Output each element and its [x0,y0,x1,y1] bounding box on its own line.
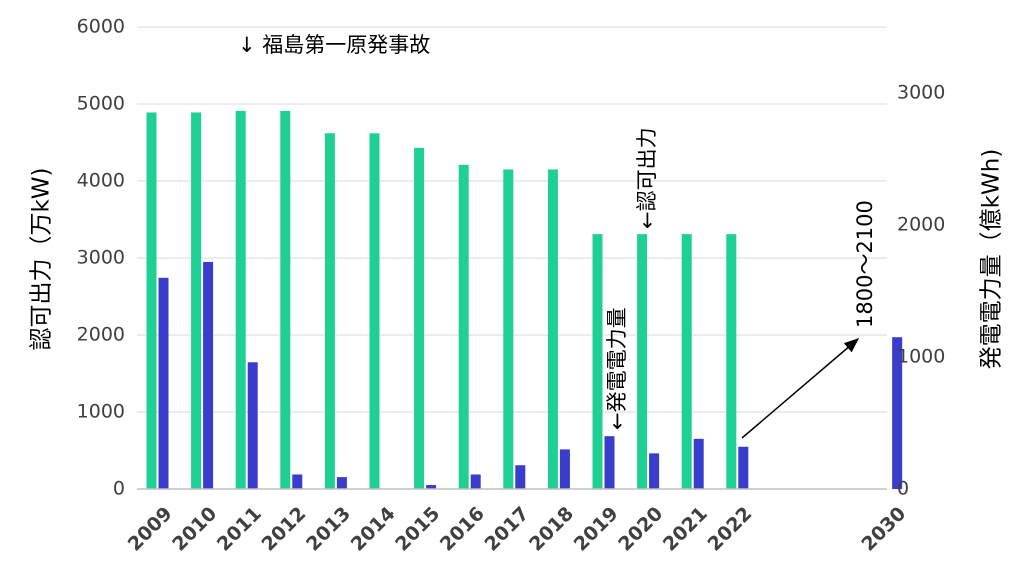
x-tick-label: 2015 [391,503,444,556]
bar-capacity-2013 [324,133,335,489]
bar-capacity-2011 [235,110,246,490]
x-tick-label: 2017 [480,503,533,556]
bar-generation-2018 [559,449,570,489]
target-2030-annotation: 1800～2100 [853,200,877,328]
bar-generation-2019 [604,436,615,489]
bar-generation-2012 [292,474,303,489]
bars [146,110,903,490]
x-tick-label: 2010 [168,503,221,556]
generation-annotation: ←発電電力量 [605,307,629,430]
x-tick-label: 2030 [857,503,910,556]
bar-capacity-2014 [369,133,380,489]
left-axis-title: 認可出力（万kW) [29,167,55,350]
x-tick-label: 2019 [570,503,623,556]
right-axis-title: 発電電力量（億kWh) [979,149,1005,370]
y-tick-label: 0 [113,478,125,500]
x-tick-label: 2013 [302,503,355,556]
bar-capacity-2016 [458,164,469,489]
bar-generation-2016 [470,474,481,489]
bar-capacity-2022 [726,234,737,489]
bar-capacity-2019 [592,234,603,489]
x-tick-label: 2021 [659,503,712,556]
bar-capacity-2012 [280,110,291,490]
bar-generation-2022 [738,446,749,489]
trend-arrow [741,338,860,439]
bar-generation-2011 [247,362,258,489]
y-tick-label: 6000 [77,16,125,38]
left-axis-ticks: 0 1000 2000 3000 4000 5000 6000 [77,16,125,500]
y2-tick-label: 3000 [897,82,945,104]
x-tick-label: 2014 [347,503,400,556]
y-tick-label: 1000 [77,401,125,423]
fukushima-annotation: ↓ 福島第一原発事故 [238,33,430,57]
bar-capacity-2020 [637,234,648,489]
y-tick-label: 2000 [77,324,125,346]
x-axis-ticks: 2009201020112012201320142015201620172018… [124,503,911,556]
x-tick-label: 2018 [525,503,578,556]
x-tick-label: 2011 [213,503,266,556]
x-tick-label: 2022 [703,503,756,556]
right-axis-ticks: 0 1000 2000 3000 [897,82,945,500]
bar-capacity-2015 [414,147,425,489]
y2-tick-label: 1000 [897,346,945,368]
y-tick-label: 3000 [77,247,125,269]
bar-generation-2020 [649,453,660,489]
bar-capacity-2009 [146,112,157,489]
bar-generation-2021 [693,438,704,489]
x-tick-label: 2012 [257,503,310,556]
bar-generation-2009 [158,277,169,489]
x-tick-label: 2016 [436,503,489,556]
bar-generation-2017 [515,465,526,489]
y2-tick-label: 2000 [897,214,945,236]
bar-generation-2015 [426,485,437,489]
bar-capacity-2018 [547,169,558,489]
bar-capacity-2010 [191,112,202,489]
y-tick-label: 4000 [77,170,125,192]
bar-generation-2013 [336,477,347,489]
bar-generation-2030 [892,337,903,489]
bar-capacity-2017 [503,169,514,489]
bar-capacity-2021 [681,234,692,489]
bar-generation-2010 [203,261,214,489]
y-tick-label: 5000 [77,93,125,115]
x-tick-label: 2020 [614,503,667,556]
capacity-annotation: ←認可出力 [635,127,659,229]
y2-tick-label: 0 [897,478,909,500]
x-tick-label: 2009 [124,503,177,556]
